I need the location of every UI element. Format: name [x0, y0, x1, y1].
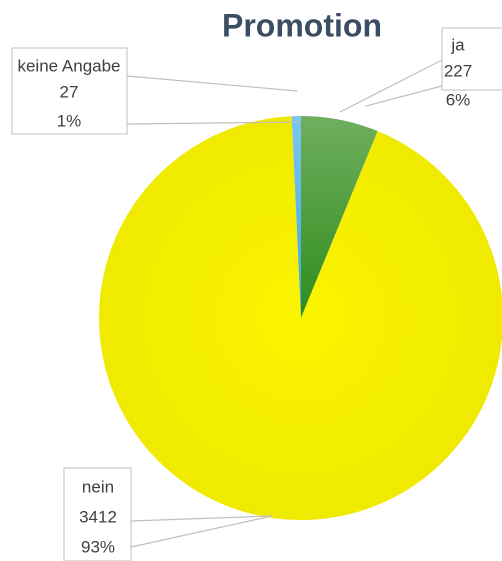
share-label: 93% [81, 537, 115, 556]
label-box [441, 27, 502, 91]
share-label: 6% [446, 90, 471, 109]
leader-line [130, 515, 273, 548]
pie-slice [99, 116, 502, 520]
leader-line [126, 121, 301, 125]
pie-slice [291, 116, 301, 318]
category-label: keine Angabe [17, 56, 120, 75]
label-box [63, 467, 132, 561]
leader-line [126, 75, 298, 92]
category-label: ja [450, 35, 465, 54]
value-label: 27 [60, 82, 79, 101]
label-box [11, 47, 128, 135]
chart-title: Promotion [222, 7, 382, 43]
value-label: 227 [444, 61, 472, 80]
leader-line [365, 85, 443, 107]
value-label: 3412 [79, 507, 117, 526]
leader-line [130, 515, 273, 522]
pie-slice [301, 116, 378, 318]
leader-line [339, 59, 443, 113]
share-label: 1% [57, 111, 82, 130]
category-label: nein [82, 477, 114, 496]
